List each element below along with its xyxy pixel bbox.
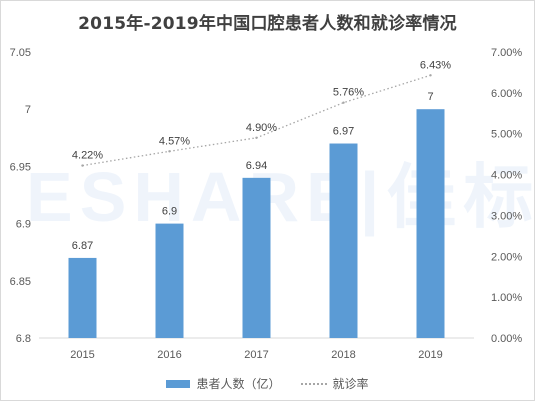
x-tick-label: 2017	[244, 349, 268, 361]
bar	[329, 143, 358, 338]
chart-title: 2015年-2019年中国口腔患者人数和就诊率情况	[78, 14, 457, 34]
legend-item-line[interactable]: 就诊率	[300, 375, 369, 392]
bar	[416, 109, 445, 338]
bar-data-label: 7	[427, 91, 433, 103]
line-point	[255, 136, 258, 139]
y-left-tick-label: 6.95	[10, 161, 31, 173]
x-tick-label: 2016	[157, 349, 181, 361]
bar	[68, 257, 97, 338]
line-data-label: 6.43%	[420, 59, 451, 71]
line-point	[81, 164, 84, 167]
bar-data-label: 6.87	[72, 240, 93, 252]
y-left-tick-label: 6.9	[16, 219, 31, 231]
legend-swatch-line	[300, 382, 327, 385]
y-right-tick-label: 3.00%	[491, 210, 522, 222]
line-data-label: 4.22%	[72, 150, 103, 162]
line-series-rate	[82, 74, 431, 167]
y-left-tick-label: 7	[25, 104, 31, 116]
bar	[242, 177, 271, 338]
y-left-tick-label: 7.05	[10, 47, 31, 59]
bar-data-label: 6.9	[162, 206, 177, 218]
y-right-tick-label: 7.00%	[491, 47, 522, 59]
legend-swatch-bar	[166, 379, 191, 388]
line-point	[342, 101, 345, 104]
line-point	[429, 74, 432, 77]
x-tick-label: 2015	[70, 349, 94, 361]
line-point	[168, 150, 171, 153]
line-data-label: 4.90%	[246, 122, 277, 134]
y-right-tick-label: 2.00%	[491, 251, 522, 263]
y-left-tick-label: 6.8	[16, 333, 31, 345]
legend: 患者人数（亿） 就诊率	[1, 375, 534, 392]
legend-label-line: 就诊率	[332, 377, 369, 391]
legend-label-bar: 患者人数（亿）	[196, 377, 281, 391]
bar-data-label: 6.94	[246, 160, 267, 172]
y-right-tick-label: 6.00%	[491, 88, 522, 100]
y-right-tick-label: 0.00%	[491, 333, 522, 345]
bar-data-label: 6.97	[333, 126, 354, 138]
line-data-label: 4.57%	[159, 135, 190, 147]
bar	[155, 223, 184, 338]
y-right-tick-label: 1.00%	[491, 292, 522, 304]
y-right-tick-label: 5.00%	[491, 129, 522, 141]
x-tick-label: 2018	[331, 349, 355, 361]
x-tick-label: 2019	[418, 349, 442, 361]
line-data-label: 5.76%	[333, 87, 364, 99]
y-left-tick-label: 6.85	[10, 276, 31, 288]
y-right-tick-label: 4.00%	[491, 170, 522, 182]
legend-item-bar[interactable]: 患者人数（亿）	[166, 375, 281, 392]
